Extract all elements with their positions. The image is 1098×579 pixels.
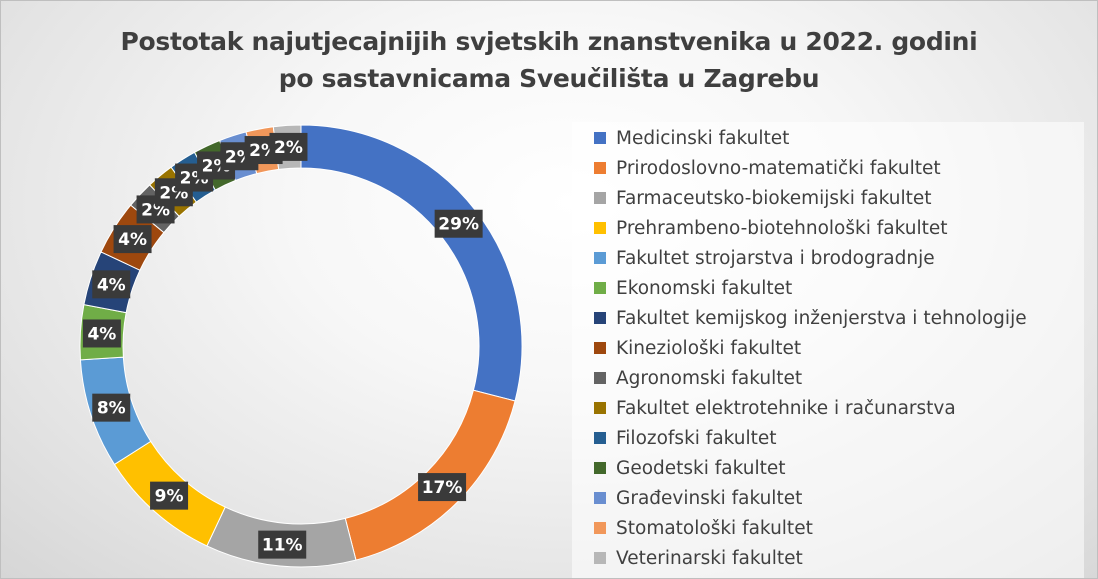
legend-label: Agronomski fakultet — [616, 368, 803, 389]
data-labels: 29%17%11%9%8%4%4%4%2%2%2%2%2%2%2% — [82, 132, 483, 559]
legend-label: Prirodoslovno-matematički fakultet — [616, 158, 941, 179]
svg-text:11%: 11% — [262, 536, 303, 556]
legend-item-farmaceutsko-biokemijski-fakultet: Farmaceutsko-biokemijski fakultet — [594, 184, 932, 214]
data-label-fakultet-kemijskog-inzenjerstva-i-tehnologije: 4% — [92, 270, 131, 299]
legend-label: Kineziološki fakultet — [616, 338, 802, 359]
legend-swatch — [594, 282, 606, 294]
legend-swatch — [594, 552, 606, 564]
legend-swatch — [594, 222, 606, 234]
legend-swatch — [594, 372, 606, 384]
legend-item-kinezioloski-fakultet: Kineziološki fakultet — [594, 334, 801, 364]
data-label-ekonomski-fakultet: 4% — [82, 319, 121, 348]
legend-label: Filozofski fakultet — [616, 428, 777, 449]
svg-text:9%: 9% — [155, 487, 184, 507]
legend-item-fakultet-kemijskog-inzenjerstva-i-tehnologije: Fakultet kemijskog inženjerstva i tehnol… — [594, 304, 1027, 334]
svg-text:29%: 29% — [438, 215, 479, 235]
legend-swatch — [594, 492, 606, 504]
legend-swatch — [594, 522, 606, 534]
legend-item-filozofski-fakultet: Filozofski fakultet — [594, 424, 777, 454]
legend-item-agronomski-fakultet: Agronomski fakultet — [594, 364, 802, 394]
data-label-veterinarski-fakultet: 2% — [269, 132, 308, 161]
legend-swatch — [594, 462, 606, 474]
chart-title-line-2: po sastavnicama Sveučilišta u Zagrebu — [278, 64, 820, 93]
chart-title: Postotak najutjecajnijih svjetskih znans… — [1, 23, 1097, 97]
svg-text:4%: 4% — [97, 275, 126, 295]
legend-swatch — [594, 162, 606, 174]
data-label-medicinski-fakultet: 29% — [434, 209, 483, 238]
legend-label: Fakultet kemijskog inženjerstva i tehnol… — [616, 308, 1027, 329]
legend-label: Ekonomski fakultet — [616, 278, 793, 299]
legend-label: Fakultet strojarstva i brodogradnje — [616, 248, 935, 269]
svg-text:8%: 8% — [97, 399, 126, 419]
legend-label: Veterinarski fakultet — [616, 548, 803, 569]
data-label-prehrambeno-biotehnoloski-fakultet: 9% — [150, 481, 189, 510]
legend-swatch — [594, 252, 606, 264]
legend-swatch — [594, 402, 606, 414]
legend-label: Farmaceutsko-biokemijski fakultet — [616, 188, 932, 209]
legend-item-veterinarski-fakultet: Veterinarski fakultet — [594, 544, 803, 574]
legend-item-gra-evinski-fakultet: Građevinski fakultet — [594, 484, 802, 514]
legend-label: Građevinski fakultet — [616, 488, 803, 509]
data-label-prirodoslovno-matematicki-fakultet: 17% — [418, 473, 467, 502]
legend-swatch — [594, 132, 606, 144]
legend-item-stomatoloski-fakultet: Stomatološki fakultet — [594, 514, 813, 544]
legend-label: Stomatološki fakultet — [616, 518, 813, 539]
legend-item-medicinski-fakultet: Medicinski fakultet — [594, 124, 789, 154]
legend-swatch — [594, 342, 606, 354]
legend-label: Medicinski fakultet — [616, 128, 790, 149]
data-label-fakultet-strojarstva-i-brodogradnje: 8% — [92, 393, 131, 422]
chart-title-line-1: Postotak najutjecajnijih svjetskih znans… — [120, 27, 978, 56]
legend-item-ekonomski-fakultet: Ekonomski fakultet — [594, 274, 792, 304]
legend-item-geodetski-fakultet: Geodetski fakultet — [594, 454, 786, 484]
data-label-kinezioloski-fakultet: 4% — [113, 225, 152, 254]
legend-swatch — [594, 432, 606, 444]
legend-swatch — [594, 192, 606, 204]
svg-text:2%: 2% — [274, 138, 303, 158]
slice-medicinski-fakultet — [300, 124, 523, 402]
legend-item-prirodoslovno-matematicki-fakultet: Prirodoslovno-matematički fakultet — [594, 154, 941, 184]
legend-item-prehrambeno-biotehnoloski-fakultet: Prehrambeno-biotehnološki fakultet — [594, 214, 947, 244]
data-label-farmaceutsko-biokemijski-fakultet: 11% — [258, 530, 307, 559]
legend-swatch — [594, 312, 606, 324]
legend-label: Fakultet elektrotehnike i računarstva — [616, 398, 956, 419]
legend-label: Prehrambeno-biotehnološki fakultet — [616, 218, 948, 239]
svg-text:4%: 4% — [87, 324, 116, 344]
svg-text:17%: 17% — [422, 478, 463, 498]
chart-legend: Medicinski fakultet Prirodoslovno-matemat… — [572, 122, 1084, 578]
legend-item-fakultet-elektrotehnike-i-racunarstva: Fakultet elektrotehnike i računarstva — [594, 394, 956, 424]
legend-item-fakultet-strojarstva-i-brodogradnje: Fakultet strojarstva i brodogradnje — [594, 244, 935, 274]
svg-text:4%: 4% — [118, 230, 147, 250]
legend-label: Geodetski fakultet — [616, 458, 786, 479]
